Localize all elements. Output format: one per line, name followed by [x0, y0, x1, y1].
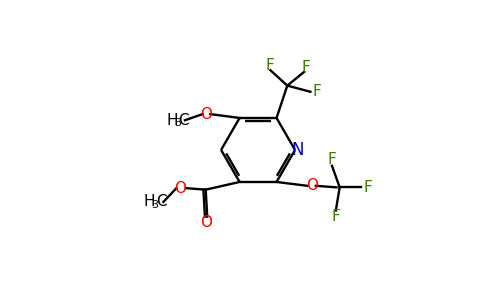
Text: H: H [166, 113, 178, 128]
Text: F: F [332, 209, 340, 224]
Text: F: F [363, 180, 372, 195]
Text: O: O [200, 215, 212, 230]
Text: O: O [306, 178, 318, 193]
Text: 3: 3 [174, 118, 181, 128]
Text: N: N [291, 141, 303, 159]
Text: O: O [174, 181, 186, 196]
Text: F: F [328, 152, 336, 167]
Text: H: H [144, 194, 155, 209]
Text: O: O [200, 106, 212, 122]
Text: 3: 3 [151, 200, 158, 210]
Text: F: F [265, 58, 274, 73]
Text: C: C [178, 113, 189, 128]
Text: F: F [312, 84, 321, 99]
Text: C: C [156, 194, 166, 209]
Text: F: F [302, 60, 310, 75]
